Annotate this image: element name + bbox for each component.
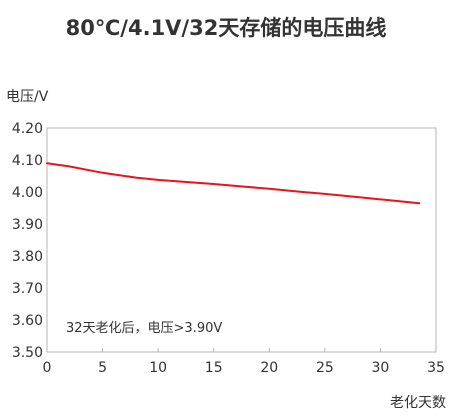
x-tick-label: 35 — [427, 360, 445, 376]
x-axis-ticks: 0 5 10 15 20 25 30 35 — [43, 348, 445, 376]
x-axis-label: 老化天数 — [390, 395, 446, 411]
y-tick-label: 4.10 — [12, 153, 43, 169]
y-tick-label: 3.90 — [12, 217, 43, 233]
y-axis-label: 电压/V — [6, 89, 49, 105]
chart-annotation: 32天老化后，电压>3.90V — [66, 321, 222, 336]
x-tick-label: 10 — [149, 360, 167, 376]
y-axis-ticks: 3.50 3.60 3.70 3.80 3.90 4.00 4.10 4.20 — [12, 121, 43, 361]
x-tick-label: 5 — [98, 360, 107, 376]
y-tick-label: 3.70 — [12, 281, 43, 297]
chart-title: 80℃/4.1V/32天存储的电压曲线 — [66, 16, 387, 40]
y-tick-label: 4.20 — [12, 121, 43, 137]
x-tick-label: 25 — [316, 360, 334, 376]
x-tick-label: 30 — [372, 360, 390, 376]
x-tick-label: 0 — [43, 360, 52, 376]
y-tick-label: 4.00 — [12, 185, 43, 201]
plot-area-frame — [46, 127, 437, 353]
voltage-series-line — [46, 162, 421, 205]
x-tick-label: 15 — [205, 360, 223, 376]
y-tick-label: 3.60 — [12, 313, 43, 329]
y-tick-label: 3.50 — [12, 345, 43, 361]
series-layer — [46, 162, 421, 205]
y-tick-label: 3.80 — [12, 249, 43, 265]
x-tick-label: 20 — [260, 360, 278, 376]
